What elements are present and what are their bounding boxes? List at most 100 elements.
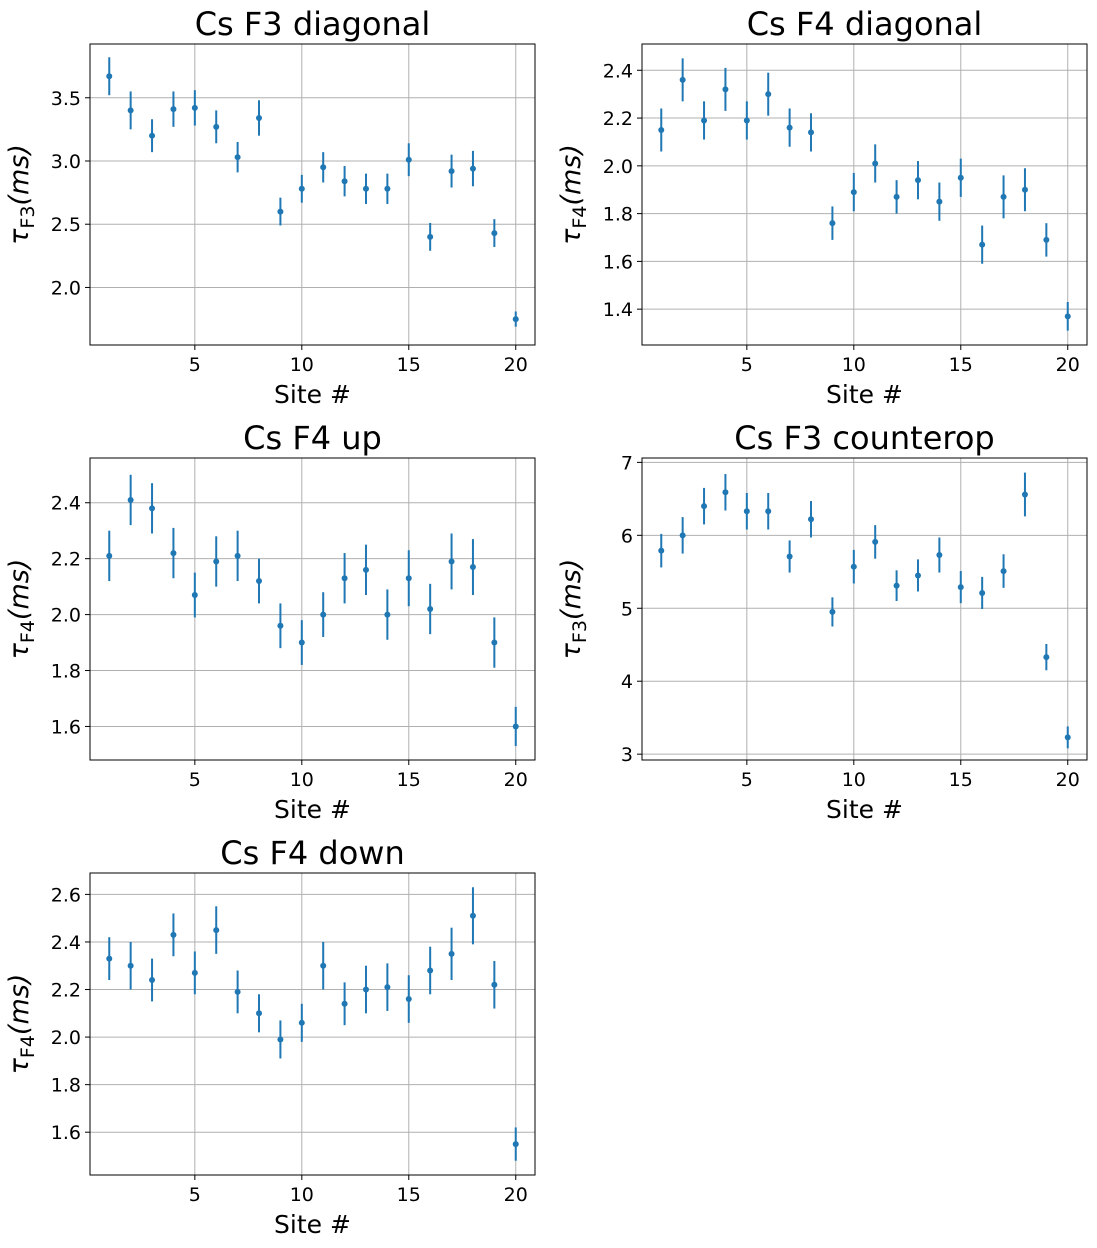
data-point [512, 1141, 519, 1148]
data-point [448, 558, 455, 565]
axes-frame [89, 43, 536, 346]
x-tick-label: 10 [842, 769, 866, 791]
axes-frame [89, 872, 536, 1176]
data-point [127, 962, 134, 969]
data-point [658, 547, 665, 554]
data-point [679, 76, 686, 83]
x-axis-label: Site # [274, 380, 351, 409]
data-point [106, 955, 113, 962]
data-point [298, 639, 305, 646]
data-point [234, 552, 241, 559]
y-tick-label: 2.0 [603, 156, 633, 178]
data-point [1043, 654, 1050, 661]
y-axis-label: τF3(ms) [556, 559, 591, 660]
data-point [170, 931, 177, 938]
y-tick-label: 1.8 [603, 204, 633, 226]
y-axis-label: τF3(ms) [4, 144, 39, 245]
y-tick-label: 1.6 [603, 251, 633, 273]
data-point [362, 185, 369, 192]
subplot-2: 5 10 15 20 1.4 1.6 1.8 2.0 2.2 2.4 Cs F4 diagonal S… [556, 5, 1088, 409]
axes-frame [89, 457, 536, 761]
data-point [469, 564, 476, 571]
y-tick-label: 7 [621, 452, 633, 474]
data-point [1021, 186, 1028, 193]
y-label-unit: (ms) [4, 559, 35, 620]
data-point [106, 73, 113, 80]
x-axis-label: Site # [274, 795, 351, 824]
data-point [914, 572, 921, 579]
data-point [149, 977, 156, 984]
data-point [893, 582, 900, 589]
data-point [979, 589, 986, 596]
data-point [298, 185, 305, 192]
data-point [850, 189, 857, 196]
data-point [341, 575, 348, 582]
x-tick-label: 5 [741, 769, 753, 791]
data-point [256, 578, 263, 585]
data-point [872, 160, 879, 167]
x-axis-label: Site # [826, 380, 903, 409]
y-tick-label: 2.0 [51, 605, 81, 627]
data-point [341, 178, 348, 185]
data-point [722, 86, 729, 93]
y-label-symbol: τ [556, 642, 587, 659]
y-tick-label: 3.5 [51, 88, 81, 110]
data-point [320, 164, 327, 171]
data-point [384, 984, 391, 991]
y-label-subscript: F3 [569, 620, 591, 643]
x-tick-label: 15 [397, 1184, 421, 1206]
data-point [914, 177, 921, 184]
data-point [979, 241, 986, 248]
y-label-symbol: τ [4, 1057, 35, 1074]
y-tick-label: 2.6 [51, 884, 81, 906]
data-point [127, 107, 134, 114]
x-tick-label: 20 [1056, 354, 1080, 376]
data-point [1064, 734, 1071, 741]
y-tick-label: 2.4 [603, 60, 633, 82]
y-tick-label: 1.6 [51, 716, 81, 738]
axes-frame [641, 43, 1088, 346]
y-tick-label: 2.2 [51, 980, 81, 1002]
data-point [679, 532, 686, 539]
y-label-unit: (ms) [556, 559, 587, 620]
data-point [213, 123, 220, 130]
data-point [384, 185, 391, 192]
y-tick-label: 5 [621, 598, 633, 620]
data-point [1064, 313, 1071, 320]
data-point [106, 552, 113, 559]
data-point [1043, 236, 1050, 243]
x-tick-label: 5 [189, 354, 201, 376]
x-axis-label: Site # [826, 795, 903, 824]
data-point [936, 198, 943, 205]
data-point [491, 230, 498, 237]
data-point [256, 1010, 263, 1017]
y-tick-label: 2.5 [51, 214, 81, 236]
y-label-subscript: F3 [17, 206, 39, 229]
data-point [277, 622, 284, 629]
data-point [256, 114, 263, 121]
y-tick-label: 1.4 [603, 299, 633, 321]
x-tick-label: 15 [949, 769, 973, 791]
data-point [1000, 568, 1007, 575]
x-tick-label: 15 [949, 354, 973, 376]
data-point [658, 127, 665, 133]
y-tick-label: 1.6 [51, 1122, 81, 1144]
data-point [469, 165, 476, 172]
data-point [743, 117, 750, 124]
data-point [362, 566, 369, 573]
y-label-subscript: F4 [17, 1035, 39, 1058]
chart-title: Cs F3 counterop [734, 419, 994, 457]
data-point [829, 220, 836, 227]
data-point [149, 505, 156, 512]
data-point [808, 129, 815, 136]
data-point [786, 553, 793, 560]
y-tick-label: 2.4 [51, 932, 81, 954]
data-point [872, 538, 879, 545]
data-point [765, 91, 772, 98]
subplot-1: 5 10 15 20 2.0 2.5 3.0 3.5 Cs F3 diagonal Site # τ… [4, 5, 536, 409]
x-tick-label: 15 [397, 354, 421, 376]
data-point [722, 489, 729, 496]
x-tick-label: 10 [842, 354, 866, 376]
y-label-subscript: F4 [17, 620, 39, 643]
